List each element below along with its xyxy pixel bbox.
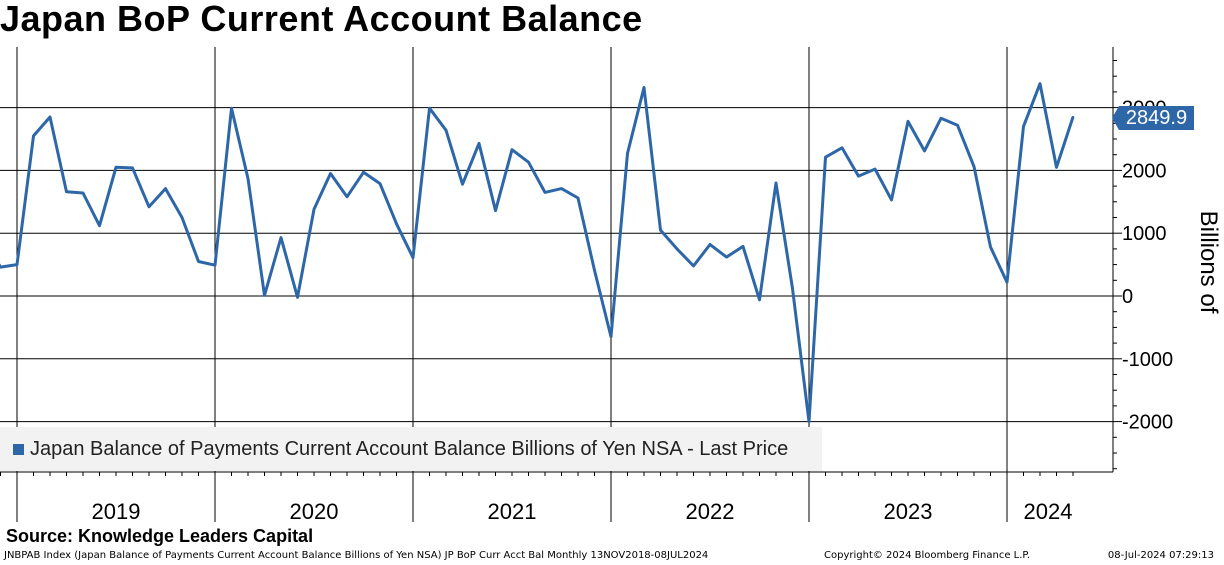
data-point <box>395 222 398 225</box>
y-tick-label: 0 <box>1122 286 1133 308</box>
data-point <box>939 117 943 120</box>
data-point <box>81 191 85 195</box>
data-point <box>312 208 316 211</box>
x-tick-label: 2021 <box>488 499 537 524</box>
data-point <box>873 167 877 171</box>
data-point <box>791 287 794 290</box>
data-point <box>609 335 613 339</box>
series-layer <box>0 82 1075 424</box>
data-point <box>824 156 827 159</box>
data-point <box>956 123 959 127</box>
data-point <box>114 166 118 169</box>
data-point <box>444 129 448 132</box>
y-tick-label: -1000 <box>1122 349 1173 371</box>
data-point <box>560 187 563 190</box>
data-point <box>0 265 2 269</box>
x-tick-label: 2024 <box>1024 499 1073 524</box>
source-note: Source: Knowledge Leaders Capital <box>6 526 314 546</box>
legend: Japan Balance of Payments Current Accoun… <box>0 427 822 471</box>
data-point <box>741 245 745 248</box>
data-point <box>642 86 646 89</box>
data-point <box>329 172 332 175</box>
footer-copyright: Copyright© 2024 Bloomberg Finance L.P. <box>824 550 1031 561</box>
data-point <box>675 247 679 251</box>
data-point <box>1022 125 1025 128</box>
data-point <box>263 294 266 297</box>
data-point <box>246 177 250 180</box>
data-point <box>774 181 778 185</box>
data-point <box>906 120 910 123</box>
legend-label: Japan Balance of Payments Current Accoun… <box>30 437 789 460</box>
x-tick-label: 2020 <box>290 499 339 524</box>
data-point <box>197 260 200 263</box>
data-point <box>213 264 217 267</box>
data-point <box>972 165 976 168</box>
data-point <box>593 269 596 272</box>
data-point <box>477 142 481 145</box>
data-point <box>1038 82 1042 85</box>
data-point <box>48 115 52 119</box>
data-point <box>807 420 811 423</box>
data-point <box>65 190 68 193</box>
data-point <box>725 255 728 259</box>
x-tick-label: 2023 <box>884 499 933 524</box>
data-point <box>362 171 365 174</box>
data-point <box>923 149 926 153</box>
data-point <box>840 146 844 149</box>
data-point <box>279 236 283 239</box>
y-tick-label: -2000 <box>1122 412 1173 434</box>
series-line <box>0 82 1075 424</box>
data-point <box>32 134 35 138</box>
data-point <box>230 107 233 110</box>
data-point <box>428 107 431 110</box>
data-point <box>15 263 19 266</box>
x-tick-label: 2022 <box>686 499 735 524</box>
data-point <box>1055 166 1058 169</box>
data-point <box>461 183 464 186</box>
data-point <box>296 296 299 299</box>
chart-title: Japan BoP Current Account Balance <box>0 0 643 39</box>
data-point <box>345 195 349 198</box>
data-point <box>98 224 101 227</box>
y-axis-label: Billions of <box>1195 210 1222 314</box>
data-point <box>180 216 184 219</box>
grid-layer <box>0 47 1113 472</box>
data-point <box>576 196 580 200</box>
data-point <box>510 148 514 151</box>
data-point <box>890 198 893 202</box>
data-point <box>626 152 629 155</box>
data-point <box>527 161 530 164</box>
data-point <box>1071 115 1075 119</box>
data-point <box>758 298 761 301</box>
data-point <box>1005 280 1009 284</box>
data-point <box>543 191 547 194</box>
data-point <box>857 174 860 178</box>
data-point <box>131 166 134 170</box>
data-point <box>659 228 662 232</box>
data-point <box>708 243 712 246</box>
data-point <box>378 182 382 185</box>
data-point <box>411 256 415 259</box>
y-tick-label: 1000 <box>1122 223 1167 245</box>
y-tick-label: 2000 <box>1122 160 1167 182</box>
data-point <box>692 264 695 268</box>
data-point <box>164 187 167 190</box>
data-point <box>989 245 992 249</box>
data-point <box>147 205 151 209</box>
last-price-tag: 2849.9 <box>1112 106 1194 130</box>
data-point <box>494 209 497 212</box>
footer-timestamp: 08-Jul-2024 07:29:13 <box>1107 550 1214 561</box>
legend-swatch <box>13 443 24 455</box>
footer-description: JNBPAB Index (Japan Balance of Payments … <box>4 550 709 561</box>
x-tick-label: 2019 <box>92 499 141 524</box>
